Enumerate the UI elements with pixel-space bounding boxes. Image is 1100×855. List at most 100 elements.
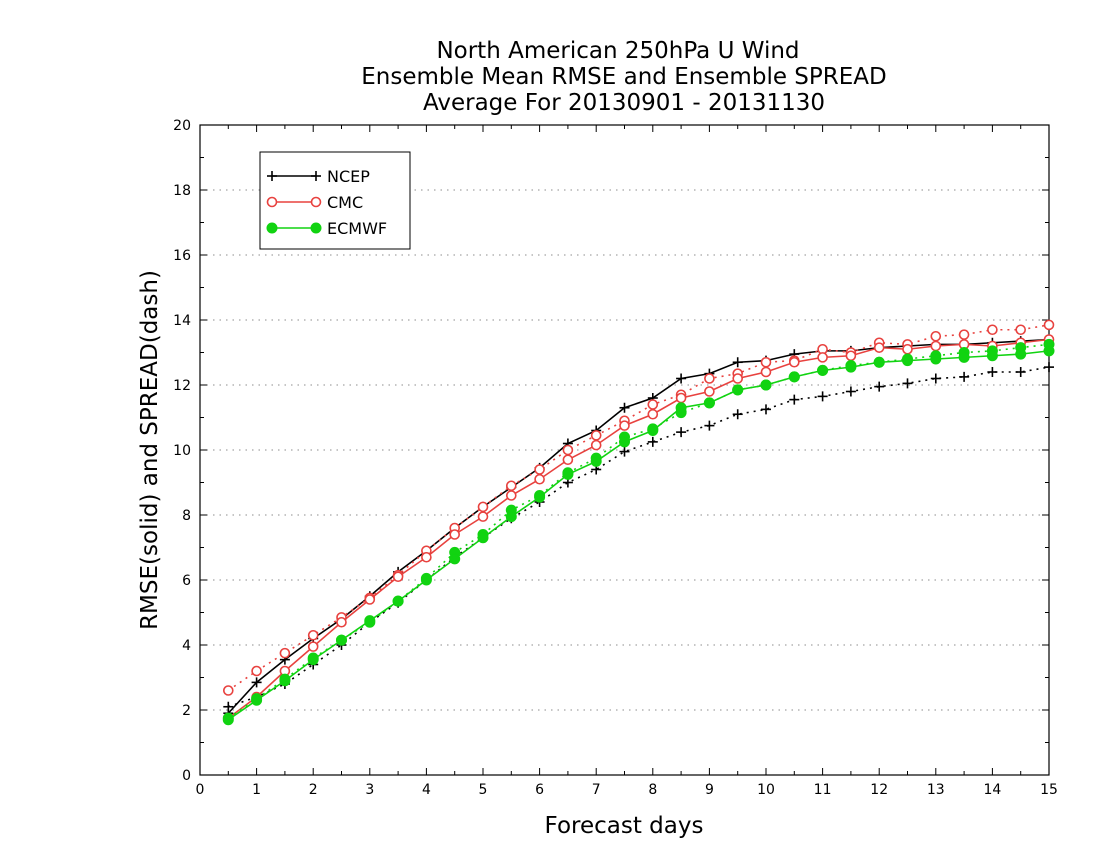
ecmwf-spread-line bbox=[227, 343, 1050, 719]
ecmwf-rmse-point bbox=[477, 532, 489, 544]
cmc-spread-point bbox=[958, 329, 970, 340]
ecmwf-rmse-point bbox=[986, 350, 998, 362]
ncep-spread-line bbox=[228, 366, 1050, 708]
cmc-rmse-point bbox=[307, 641, 319, 652]
y-tick-label: 10 bbox=[173, 443, 191, 459]
cmc-rmse-point bbox=[590, 439, 602, 451]
ncep-spread-point bbox=[647, 436, 658, 447]
cmc-rmse-point bbox=[562, 454, 574, 466]
ncep-spread-point bbox=[845, 386, 856, 397]
cmc-spread-point bbox=[1043, 319, 1055, 331]
ncep-rmse-point bbox=[251, 677, 262, 688]
chart-title: North American 250hPa U Wind Ensemble Me… bbox=[361, 38, 886, 116]
ecmwf-rmse-point bbox=[449, 553, 461, 565]
ncep-spread-point bbox=[959, 371, 970, 382]
ecmwf-rmse-point bbox=[534, 491, 546, 503]
ecmwf-rmse-point bbox=[760, 379, 772, 391]
cmc-rmse-point bbox=[505, 490, 517, 501]
x-tick-label: 7 bbox=[592, 782, 601, 798]
x-tick-label: 11 bbox=[814, 782, 832, 798]
title-line-3: Average For 20130901 - 20131130 bbox=[423, 90, 825, 116]
y-tick-label: 8 bbox=[182, 508, 191, 524]
title-line-1: North American 250hPa U Wind bbox=[436, 38, 799, 64]
cmc-spread-point bbox=[704, 373, 715, 384]
title-line-2: Ensemble Mean RMSE and Ensemble SPREAD bbox=[361, 64, 886, 90]
y-tick-label: 6 bbox=[182, 573, 191, 589]
ncep-spread-point bbox=[1015, 367, 1026, 377]
legend-marker-ecmwf bbox=[266, 222, 278, 234]
ecmwf-rmse-point bbox=[958, 351, 970, 363]
ecmwf-rmse-point bbox=[1043, 345, 1055, 357]
x-tick-label: 6 bbox=[535, 782, 544, 798]
ecmwf-rmse-point bbox=[420, 574, 432, 586]
x-tick-label: 9 bbox=[705, 782, 714, 798]
legend-label-ecmwf: ECMWF bbox=[327, 219, 387, 238]
cmc-rmse-point bbox=[364, 594, 376, 605]
ecmwf-rmse-point bbox=[562, 468, 574, 480]
ecmwf-rmse-point bbox=[1015, 348, 1027, 360]
ecmwf-rmse-point bbox=[703, 397, 715, 409]
cmc-rmse-point bbox=[902, 343, 913, 355]
cmc-rmse-point bbox=[732, 373, 744, 384]
x-tick-label: 14 bbox=[983, 782, 1001, 798]
ncep-rmse-point bbox=[619, 402, 630, 413]
series-ecmwf bbox=[222, 338, 1055, 726]
cmc-rmse-point bbox=[760, 366, 772, 378]
x-tick-label: 0 bbox=[196, 782, 205, 798]
ecmwf-rmse-point bbox=[732, 384, 744, 396]
ecmwf-rmse-line bbox=[227, 350, 1050, 721]
cmc-rmse-point bbox=[873, 342, 885, 353]
ncep-spread-point bbox=[619, 446, 630, 457]
cmc-spread-point bbox=[930, 330, 942, 342]
ncep-spread-point bbox=[902, 378, 913, 389]
x-tick-label: 3 bbox=[365, 782, 374, 798]
ncep-spread-point bbox=[930, 373, 941, 384]
x-tick-label: 15 bbox=[1040, 782, 1058, 798]
ecmwf-rmse-point bbox=[392, 595, 404, 607]
legend: NCEP CMC ECMWF bbox=[259, 151, 411, 250]
legend-box bbox=[259, 151, 411, 250]
legend-marker-ncep bbox=[267, 171, 277, 181]
x-tick-label: 8 bbox=[648, 782, 657, 798]
cmc-rmse-point bbox=[392, 571, 404, 583]
cmc-rmse-point bbox=[675, 392, 687, 404]
ecmwf-rmse-point bbox=[675, 402, 687, 414]
ecmwf-rmse-point bbox=[788, 371, 800, 383]
cmc-spread-point bbox=[760, 356, 772, 368]
y-tick-label: 14 bbox=[173, 313, 191, 329]
x-axis-label: Forecast days bbox=[545, 813, 704, 839]
y-tick-label: 0 bbox=[182, 768, 191, 784]
ecmwf-rmse-point bbox=[590, 455, 602, 467]
cmc-spread-point bbox=[987, 324, 998, 336]
x-tick-label: 4 bbox=[422, 782, 431, 798]
cmc-spread-point bbox=[590, 430, 602, 441]
cmc-rmse-point bbox=[647, 408, 659, 420]
ncep-rmse-point bbox=[732, 357, 743, 368]
cmc-rmse-point bbox=[817, 352, 828, 363]
ncep-spread-point bbox=[987, 367, 998, 377]
cmc-rmse-point bbox=[845, 350, 857, 362]
y-tick-label: 20 bbox=[173, 118, 191, 134]
legend-marker-end-cmc bbox=[310, 196, 322, 208]
cmc-spread-point bbox=[1015, 324, 1027, 336]
x-tick-label: 13 bbox=[927, 782, 945, 798]
legend-label-cmc: CMC bbox=[327, 193, 363, 212]
ecmwf-rmse-point bbox=[336, 634, 347, 646]
ecmwf-rmse-point bbox=[364, 615, 376, 627]
cmc-rmse-point bbox=[619, 420, 630, 431]
x-tick-label: 10 bbox=[757, 782, 775, 798]
y-tick-label: 16 bbox=[173, 248, 191, 264]
cmc-spread-point bbox=[534, 464, 545, 475]
cmc-rmse-line bbox=[227, 338, 1050, 719]
legend-label-ncep: NCEP bbox=[327, 167, 370, 186]
ecmwf-rmse-point bbox=[873, 356, 885, 368]
x-tick-label: 12 bbox=[870, 782, 888, 798]
ncep-spread-point bbox=[704, 420, 715, 431]
cmc-rmse-point bbox=[704, 386, 715, 397]
cmc-rmse-point bbox=[534, 473, 545, 485]
ncep-spread-point bbox=[817, 391, 828, 402]
cmc-spread-point bbox=[223, 685, 234, 696]
ecmwf-rmse-point bbox=[505, 511, 517, 523]
